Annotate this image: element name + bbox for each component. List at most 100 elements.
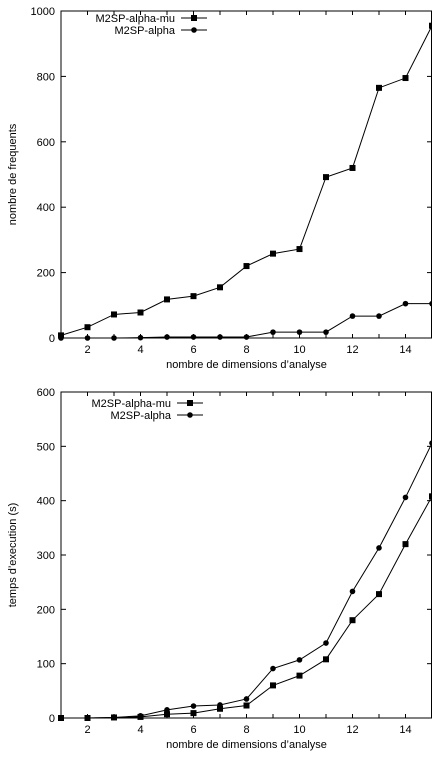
data-point-square	[190, 293, 197, 300]
data-point-circle	[111, 335, 117, 341]
x-tick-label: 14	[399, 344, 411, 356]
data-point-circle	[58, 335, 64, 341]
y-tick-label: 300	[37, 550, 55, 562]
data-point-square	[429, 22, 432, 29]
x-tick-label: 12	[346, 344, 358, 356]
data-point-square	[270, 250, 276, 257]
chart-1: 0 200 400 600 800 1000 2 4 6 8 10 12 14 nombre de dim…	[7, 6, 432, 371]
series-alpha	[58, 300, 432, 341]
plot-frame	[60, 10, 432, 339]
data-point-circle	[270, 329, 276, 335]
data-point-square	[429, 493, 432, 500]
data-point-circle	[429, 300, 432, 307]
data-point-circle	[164, 707, 170, 713]
data-point-circle	[84, 335, 91, 341]
data-point-square	[376, 84, 382, 91]
data-point-square	[349, 164, 356, 171]
plot-frame	[60, 391, 432, 719]
y-axis-label: temps d’execution (s)	[7, 503, 19, 608]
y-tick-label: 100	[37, 659, 55, 671]
data-point-square	[402, 75, 409, 82]
data-point-circle	[323, 640, 329, 646]
series-line	[61, 303, 432, 339]
data-point-square	[296, 246, 303, 253]
y-tick-label: 800	[37, 71, 55, 83]
y-tick-label: 400	[37, 202, 55, 214]
series-line	[60, 25, 432, 336]
data-point-circle	[217, 702, 223, 708]
x-tick-label: 12	[346, 724, 358, 736]
legend-label: M2SP-alpha-mu	[96, 13, 175, 25]
data-point-square	[323, 656, 329, 663]
data-point-circle	[296, 657, 303, 663]
y-tick-label: 200	[37, 268, 55, 280]
data-point-circle	[429, 440, 432, 446]
x-tick-label: 8	[243, 724, 249, 736]
data-point-circle	[376, 313, 382, 319]
x-tick-label: 2	[84, 724, 90, 736]
data-point-circle	[323, 329, 329, 335]
y-tick-label: 0	[49, 713, 55, 725]
y-tick-label: 200	[37, 604, 55, 616]
data-point-circle	[243, 696, 250, 702]
x-tick-label: 6	[190, 344, 196, 356]
y-tick-label: 1000	[31, 6, 55, 18]
data-point-circle	[376, 545, 382, 551]
y-axis-label: nombre de frequents	[7, 123, 19, 225]
legend-marker-square	[187, 400, 193, 406]
data-point-circle	[137, 713, 144, 719]
data-point-circle	[190, 334, 197, 340]
data-point-square	[323, 174, 329, 181]
x-axis-label: nombre de dimensions d’analyse	[166, 739, 327, 751]
series-alpha	[58, 440, 432, 721]
data-point-square	[190, 710, 197, 717]
data-point-square	[217, 705, 223, 712]
data-point-circle	[349, 313, 356, 319]
data-point-circle	[270, 665, 276, 672]
data-point-circle	[349, 588, 356, 595]
series-line	[61, 496, 432, 719]
x-tick-label: 14	[399, 724, 411, 736]
data-point-square	[243, 702, 250, 709]
y-tick-label: 0	[49, 333, 55, 345]
y-tick-label: 600	[37, 387, 55, 399]
data-point-square	[349, 617, 356, 624]
data-point-circle	[164, 334, 170, 340]
data-point-circle	[217, 334, 223, 340]
x-tick-label: 4	[137, 344, 143, 356]
x-tick-label: 10	[293, 344, 305, 356]
y-tick-label: 500	[37, 441, 55, 453]
data-point-circle	[296, 329, 303, 335]
data-point-square	[296, 672, 303, 679]
x-tick-label: 6	[190, 724, 196, 736]
chart-2: 0 100 200 300 400 500 600 2 4 6 8 10 12 14 nombre de d…	[7, 387, 432, 751]
data-point-square	[376, 591, 382, 598]
series-alpha-mu	[58, 22, 432, 339]
legend-marker-circle	[191, 27, 197, 33]
data-point-circle	[84, 715, 91, 721]
legend-label: M2SP-alpha	[110, 410, 171, 422]
x-tick-label: 2	[84, 344, 90, 356]
legend-label: M2SP-alpha-mu	[92, 398, 171, 410]
y-tick-label: 400	[37, 496, 55, 508]
data-point-square	[137, 309, 144, 316]
x-tick-label: 4	[137, 724, 143, 736]
x-tick-label: 8	[243, 344, 249, 356]
data-point-circle	[111, 714, 117, 721]
data-point-circle	[402, 494, 409, 501]
data-point-circle	[137, 334, 144, 341]
data-point-square	[217, 284, 223, 291]
data-point-square	[111, 311, 117, 318]
data-point-square	[270, 682, 276, 689]
data-point-circle	[243, 334, 250, 340]
data-point-square	[164, 711, 170, 718]
legend-label: M2SP-alpha	[114, 25, 175, 37]
data-point-circle	[58, 715, 64, 721]
data-point-square	[84, 324, 91, 331]
legend-marker-square	[191, 15, 197, 21]
legend-marker-circle	[187, 412, 193, 418]
x-axis-label: nombre de dimensions d’analyse	[166, 359, 327, 371]
x-tick-label: 10	[293, 724, 305, 736]
data-point-square	[243, 263, 250, 270]
